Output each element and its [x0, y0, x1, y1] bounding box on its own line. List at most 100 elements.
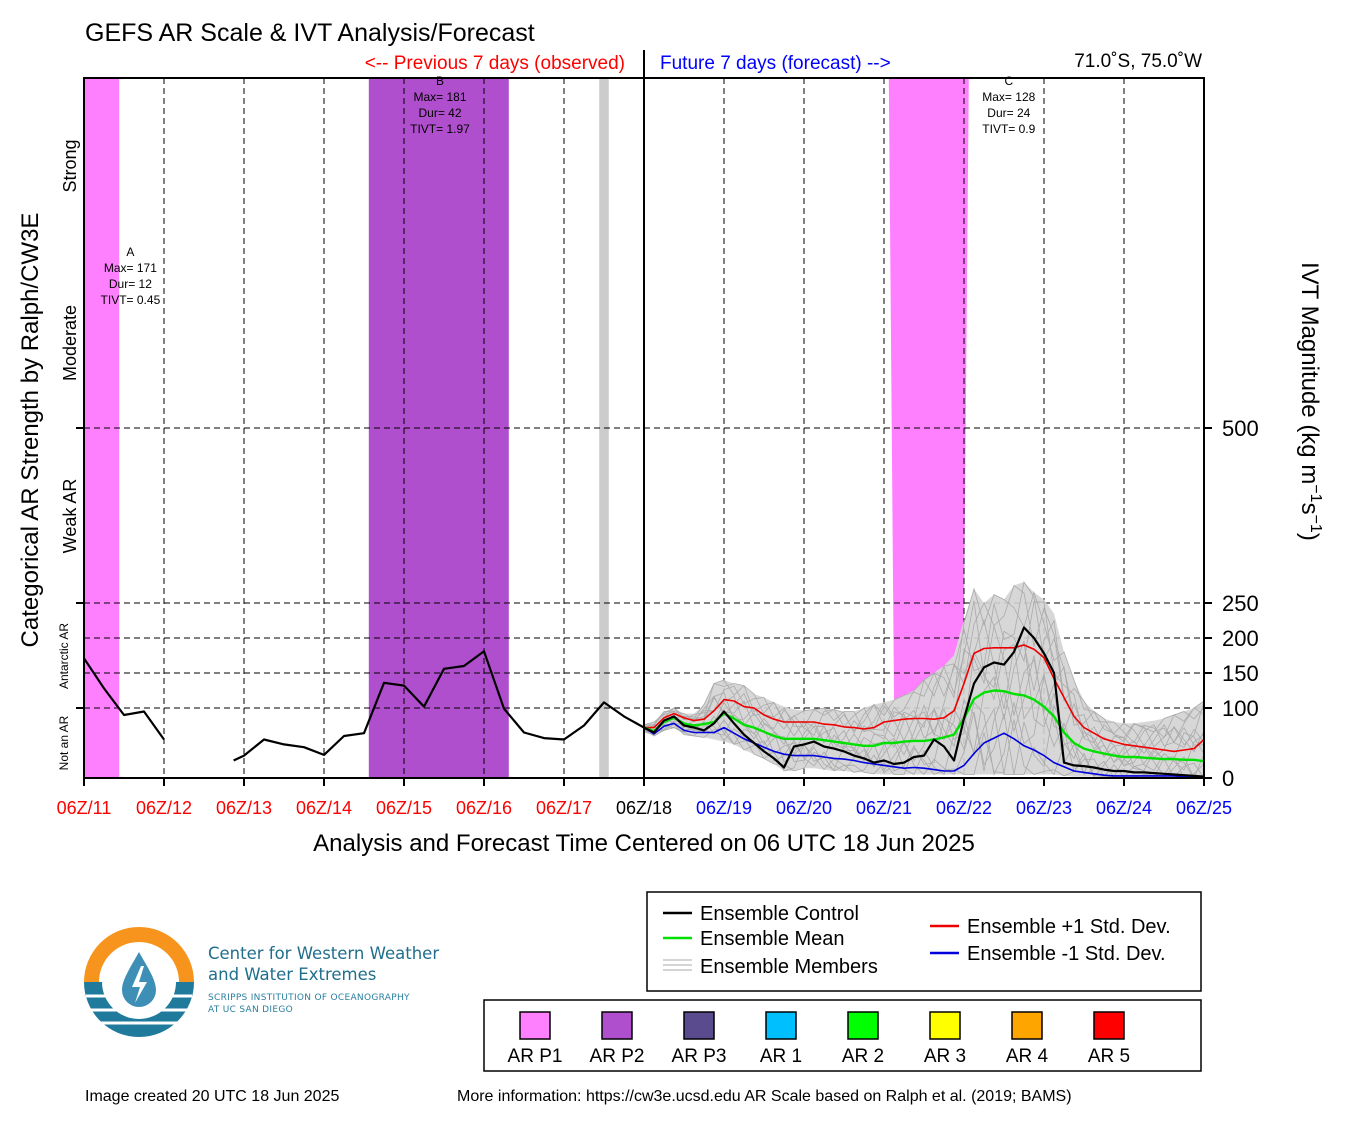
x-tick-label: 06Z/21	[856, 798, 912, 818]
ar-event-c-annotation: C	[1004, 74, 1013, 88]
y-tick-label: 100	[1222, 696, 1259, 721]
ar-event-band-c	[888, 78, 969, 700]
x-tick-label: 06Z/22	[936, 798, 992, 818]
y-axis-label: IVT Magnitude (kg m−1s−1)	[1296, 262, 1324, 541]
y-tick-label: 500	[1222, 416, 1259, 441]
logo-title: Center for Western Weather and Water Ext…	[208, 943, 478, 985]
y-unit-s: s	[1296, 503, 1323, 515]
ar-scale-label: AR 5	[1088, 1046, 1130, 1067]
cw3e-logo	[84, 927, 194, 1037]
y-unit-exponent-s: −1	[1307, 515, 1324, 533]
legend-plus-std-label: Ensemble +1 Std. Dev.	[967, 916, 1171, 938]
category-labels: Not an AR Antarctic AR Weak AR Moderate Stro…	[57, 139, 80, 770]
ensemble-control-line	[643, 626, 1205, 778]
ar-scale-swatch	[847, 1011, 879, 1040]
logo-text-block: Center for Western Weather and Water Ext…	[84, 925, 474, 1040]
ar-scale-swatch	[601, 1011, 633, 1040]
x-tick-label: 06Z/20	[776, 798, 832, 818]
left-axis-title: Categorical AR Strength by Ralph/CW3E	[17, 213, 44, 648]
ar-event-a-annotation: A	[126, 245, 134, 259]
y-tick-label: 200	[1222, 626, 1259, 651]
previous-period-label: <-- Previous 7 days (observed)	[365, 53, 625, 74]
ar-scale-swatch	[1093, 1011, 1125, 1040]
ar-event-labels: A Max= 171 Dur= 12 TIVT= 0.45 B Max= 181 Dur= …	[101, 74, 1036, 307]
logo-title-line-1: Center for Western Weather	[208, 944, 440, 963]
y-axis-ticks: 0 100 150 200 250 500	[76, 416, 1259, 791]
y-unit-close: )	[1296, 533, 1323, 541]
x-tick-label: 06Z/18	[616, 798, 672, 818]
ar-event-a-annotation: TIVT= 0.45	[101, 293, 161, 307]
ar-scale-swatch	[929, 1011, 961, 1040]
ar-scale-label: AR 2	[842, 1046, 884, 1067]
x-tick-label: 06Z/17	[536, 798, 592, 818]
chart-title: GEFS AR Scale & IVT Analysis/Forecast	[85, 19, 535, 47]
category-label: Strong	[60, 139, 80, 192]
ensemble-member-line	[643, 711, 1205, 779]
ar-event-a-annotation: Dur= 12	[109, 277, 152, 291]
ar-event-c-annotation: TIVT= 0.9	[982, 122, 1035, 136]
logo-subtitle-line-1: SCRIPPS INSTITUTION OF OCEANOGRAPHY	[208, 993, 410, 1003]
ensemble-member-line	[644, 587, 1205, 739]
ensemble-members	[643, 580, 1205, 779]
ensemble-plus-std-line	[644, 644, 1205, 753]
category-label: Moderate	[60, 305, 80, 381]
legend-minus-std-label: Ensemble -1 Std. Dev.	[967, 943, 1166, 965]
y-tick-label: 150	[1222, 661, 1259, 686]
ensemble-minus-std-line	[643, 722, 1204, 779]
observed-ivt-line	[83, 657, 165, 741]
ar-scale-label: AR 3	[924, 1046, 966, 1067]
ar-event-c-annotation: Max= 128	[982, 90, 1035, 104]
ar-scale-label: AR 1	[760, 1046, 802, 1067]
legend-members-label: Ensemble Members	[700, 956, 878, 978]
category-label: Antarctic AR	[57, 623, 71, 689]
line-legend-box	[646, 891, 1202, 992]
ar-event-b-annotation: Max= 181	[413, 90, 466, 104]
ar-scale-label: AR P1	[508, 1046, 563, 1067]
logo-subtitle: SCRIPPS INSTITUTION OF OCEANOGRAPHY AT U…	[208, 992, 478, 1016]
line-legend: Ensemble Control Ensemble Mean Ensemble …	[646, 891, 1202, 992]
ar-event-b-annotation: B	[436, 74, 444, 88]
ensemble-mean-line	[643, 689, 1205, 763]
x-tick-label: 06Z/14	[296, 798, 352, 818]
future-period-label: Future 7 days (forecast) -->	[660, 53, 891, 74]
x-tick-label: 06Z/16	[456, 798, 512, 818]
lightning-icon	[132, 966, 147, 1003]
ar-scale-swatch	[519, 1011, 551, 1040]
x-tick-label: 06Z/13	[216, 798, 272, 818]
x-tick-label: 06Z/23	[1016, 798, 1072, 818]
category-label: Weak AR	[60, 479, 80, 554]
x-tick-label: 06Z/19	[696, 798, 752, 818]
x-tick-label: 06Z/15	[376, 798, 432, 818]
y-tick-label: 0	[1222, 766, 1234, 791]
logo-subtitle-line-2: AT UC SAN DIEGO	[208, 1005, 294, 1015]
series-lines	[83, 626, 1205, 779]
ar-scale-label: AR 4	[1006, 1046, 1049, 1067]
ar-event-b-annotation: TIVT= 1.97	[410, 122, 470, 136]
ar-scale-swatch	[683, 1011, 715, 1040]
ar-event-c-annotation: Dur= 24	[987, 106, 1030, 120]
logo-title-line-2: and Water Extremes	[208, 965, 377, 984]
more-info-label: More information: https://cw3e.ucsd.edu …	[457, 1088, 1072, 1105]
x-axis-ticks: 06Z/11 06Z/12 06Z/13 06Z/14 06Z/15 06Z/16 06Z/…	[57, 778, 1232, 818]
ensemble-member-line	[643, 584, 1205, 744]
ar-scale-label: AR P2	[590, 1046, 645, 1067]
ar-scale-legend: AR P1 AR P2 AR P3 AR 1 AR 2 AR 3 AR 4 AR 5	[508, 1011, 1130, 1067]
ar-scale-label: AR P3	[672, 1046, 727, 1067]
ar-scale-swatch	[765, 1011, 797, 1040]
x-tick-label: 06Z/11	[57, 798, 112, 818]
ar-event-a-annotation: Max= 171	[104, 261, 157, 275]
category-label: Not an AR	[57, 715, 71, 770]
x-axis-label: Analysis and Forecast Time Centered on 0…	[313, 830, 975, 857]
ensemble-member-line	[643, 719, 1204, 779]
ensemble-member-line	[643, 626, 1205, 764]
legend-control-label: Ensemble Control	[700, 903, 859, 925]
logo-sun-arc	[84, 927, 194, 982]
y-tick-label: 250	[1222, 591, 1259, 616]
ensemble-member-line	[643, 600, 1205, 748]
image-created-label: Image created 20 UTC 18 Jun 2025	[85, 1088, 340, 1105]
x-tick-label: 06Z/25	[1176, 798, 1232, 818]
observed-ivt-line	[233, 650, 645, 762]
location-label: 71.0˚S, 75.0˚W	[1074, 51, 1202, 72]
x-tick-label: 06Z/12	[136, 798, 192, 818]
